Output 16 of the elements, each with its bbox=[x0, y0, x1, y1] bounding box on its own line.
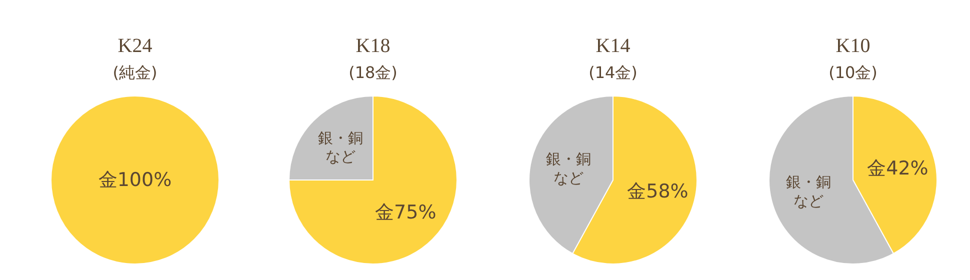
chart-subtitle: (純金) bbox=[112, 63, 158, 82]
pie-slice bbox=[288, 96, 458, 264]
slice-label: 金58% bbox=[627, 180, 688, 202]
slice-label: 金75% bbox=[375, 202, 436, 224]
chart-subtitle: (14金) bbox=[588, 63, 638, 82]
chart-title: K24 bbox=[118, 35, 152, 57]
chart-title: K18 bbox=[356, 35, 390, 57]
slice-label: 銀・銅など bbox=[786, 173, 831, 210]
chart-title: K14 bbox=[596, 35, 630, 57]
chart-title: K10 bbox=[836, 35, 870, 57]
chart-subtitle: (10金) bbox=[828, 63, 878, 82]
slice-label: 銀・銅など bbox=[546, 150, 591, 187]
chart-subtitle: (18金) bbox=[348, 63, 398, 82]
slice-label: 銀・銅など bbox=[318, 128, 363, 166]
slice-label: 金100% bbox=[98, 169, 172, 191]
slice-label: 金42% bbox=[867, 158, 928, 180]
